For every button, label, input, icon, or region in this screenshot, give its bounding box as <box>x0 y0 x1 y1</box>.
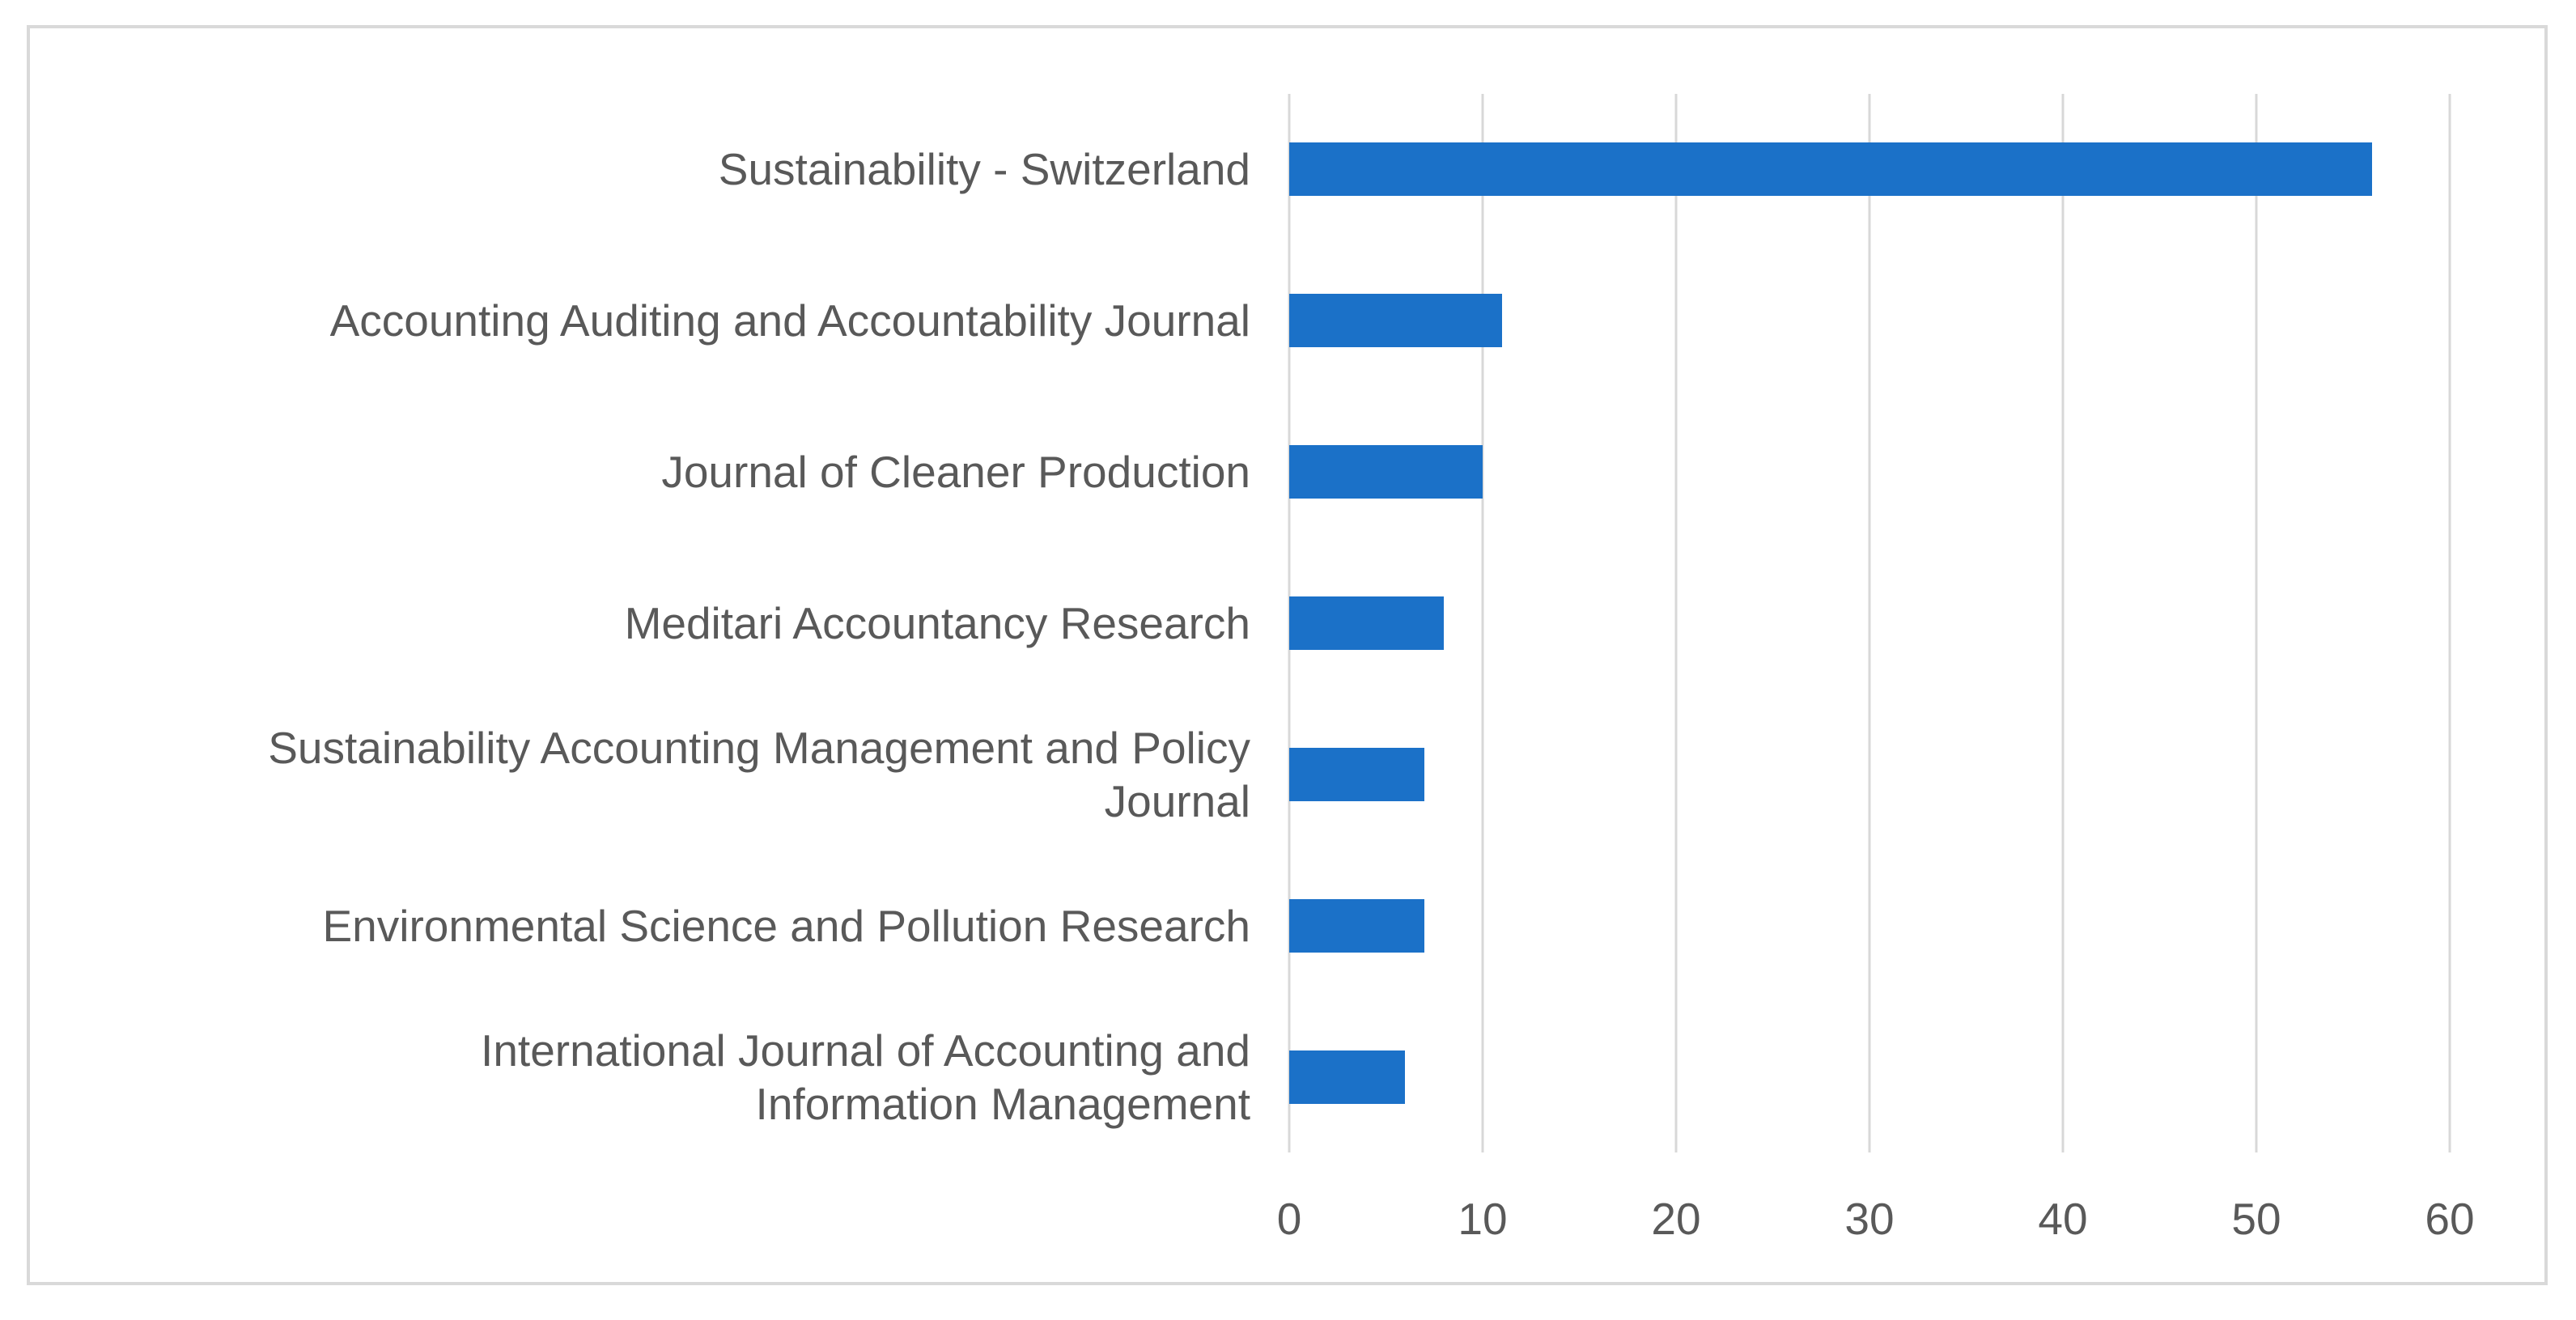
category-label-band: International Journal of Accounting and … <box>46 1001 1250 1152</box>
bar-band <box>1289 94 2450 245</box>
x-tick-label-0: 0 <box>1276 1194 1302 1244</box>
x-tick-label-30: 30 <box>1844 1194 1895 1244</box>
category-labels: Sustainability - Switzerland Accounting A… <box>46 94 1250 1152</box>
category-label: Accounting Auditing and Accountability J… <box>329 295 1250 346</box>
plot-area <box>1288 94 2451 1152</box>
gridline-10 <box>1481 94 1484 1152</box>
gridline-30 <box>1868 94 1871 1152</box>
bar-accounting-auditing-and-accountability-journal <box>1289 294 1502 348</box>
x-tick-label-60: 60 <box>2425 1194 2475 1244</box>
bar-environmental-science-and-pollution-research <box>1289 898 1425 953</box>
category-label-band: Environmental Science and Pollution Rese… <box>46 850 1251 1001</box>
bar-band <box>1289 850 2450 1001</box>
bar-international-journal-of-accounting-and-information-management <box>1289 1050 1406 1104</box>
bar-band <box>1289 1001 2450 1152</box>
bar-band <box>1289 698 2450 850</box>
x-tick-label-10: 10 <box>1458 1194 1508 1244</box>
bar-sustainability-accounting-management-and-policy-journal <box>1289 747 1425 801</box>
category-label-band: Sustainability - Switzerland <box>46 94 1250 245</box>
x-tick-label-50: 50 <box>2231 1194 2281 1244</box>
bar-sustainability-switzerland <box>1289 142 2373 197</box>
bar-band <box>1289 245 2450 397</box>
category-label-band: Journal of Cleaner Production <box>46 397 1250 548</box>
x-tick-label-20: 20 <box>1651 1194 1701 1244</box>
bar-meditari-accountancy-research <box>1289 596 1445 650</box>
category-label: Meditari Accountancy Research <box>624 597 1250 648</box>
x-tick-label-40: 40 <box>2038 1194 2088 1244</box>
gridline-50 <box>2255 94 2258 1152</box>
category-label-band: Accounting Auditing and Accountability J… <box>46 245 1250 397</box>
category-label-band: Sustainability Accounting Management and… <box>46 698 1250 850</box>
gridline-40 <box>2061 94 2065 1152</box>
bar-band <box>1289 397 2450 548</box>
bar-band <box>1289 548 2450 699</box>
category-label: Sustainability - Switzerland <box>718 144 1250 195</box>
category-label: Sustainability Accounting Management and… <box>268 722 1250 826</box>
bar-journal-of-cleaner-production <box>1289 445 1483 499</box>
category-label-band: Meditari Accountancy Research <box>46 548 1250 699</box>
category-label: Journal of Cleaner Production <box>661 447 1250 498</box>
x-axis-tick-labels: 0 10 20 30 40 50 60 <box>1277 1194 2475 1254</box>
category-label: International Journal of Accounting and … <box>481 1025 1250 1129</box>
gridline-60 <box>2448 94 2451 1152</box>
category-label: Environmental Science and Pollution Rese… <box>322 900 1251 951</box>
bar-chart-figure: Sustainability - Switzerland Accounting A… <box>27 25 2548 1285</box>
gridline-20 <box>1674 94 1678 1152</box>
